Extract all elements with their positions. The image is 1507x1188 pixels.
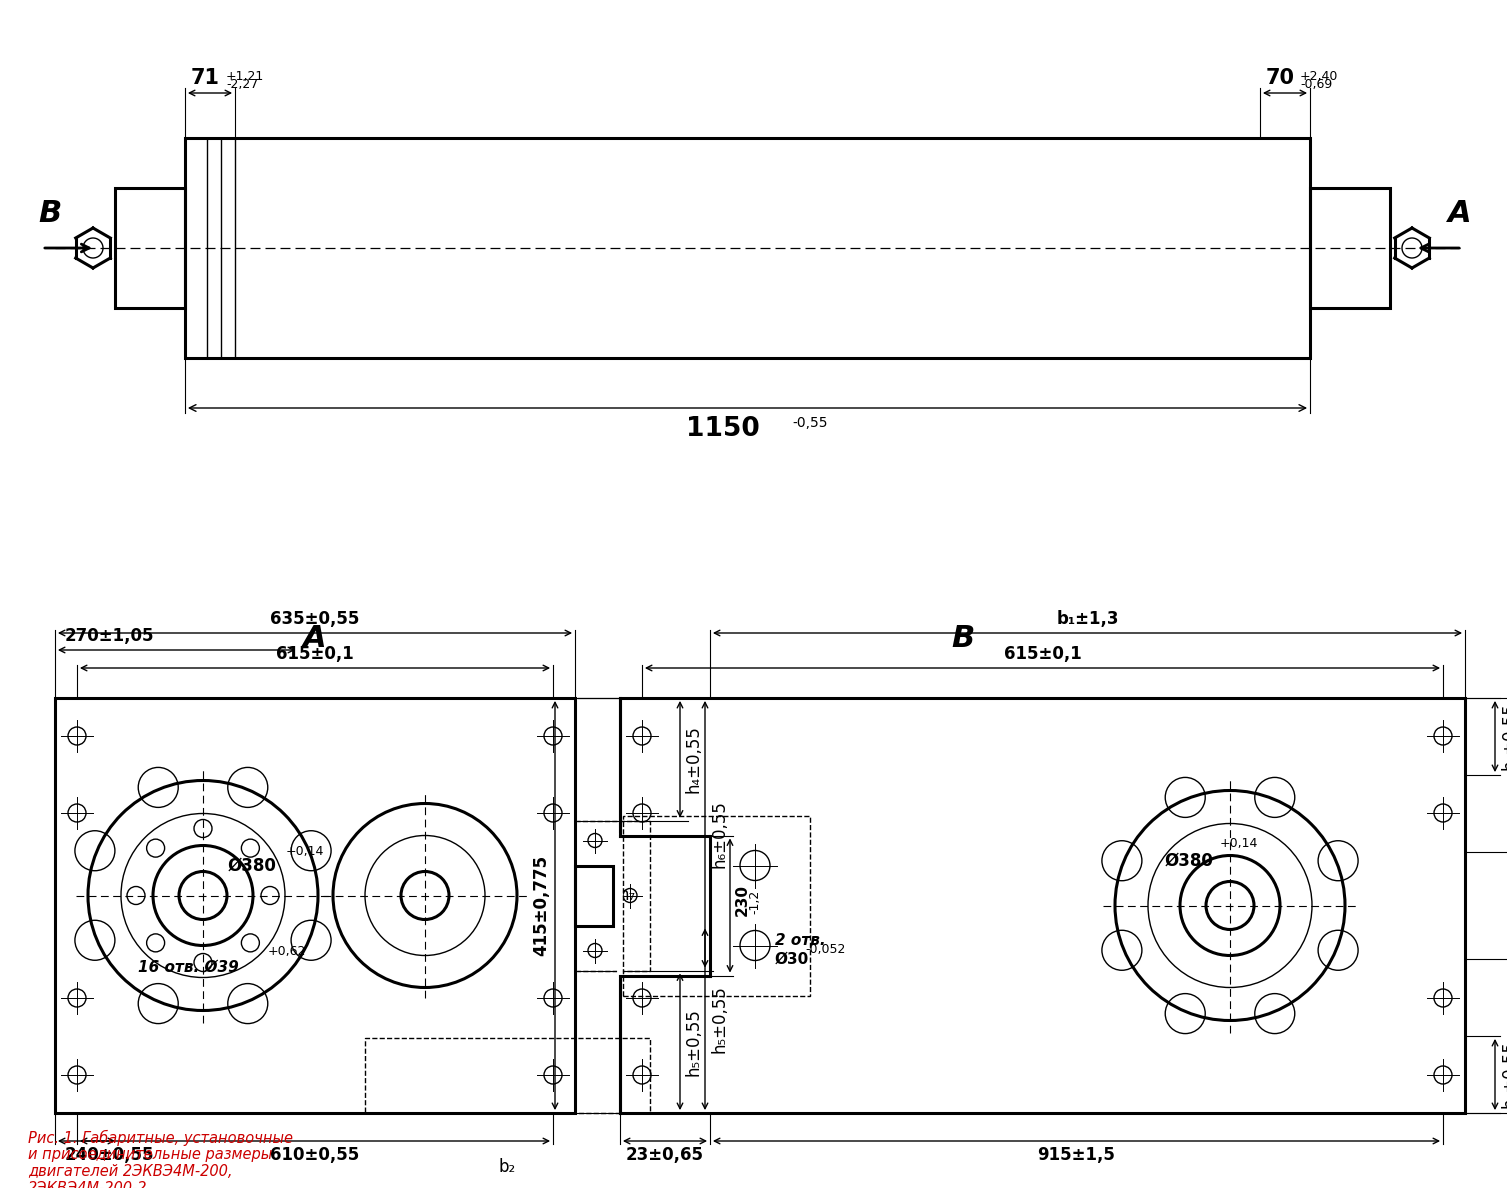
- Text: 610±0,55: 610±0,55: [270, 1146, 360, 1164]
- Text: h₅±0,55: h₅±0,55: [710, 985, 728, 1054]
- Text: и присоединительные размеры: и присоединительные размеры: [29, 1146, 273, 1162]
- Text: h₅±0,55: h₅±0,55: [686, 1007, 702, 1075]
- Text: 615±0,1: 615±0,1: [1004, 645, 1082, 663]
- Text: двигателей 2ЭКВЭ4М-200,: двигателей 2ЭКВЭ4М-200,: [29, 1164, 232, 1178]
- Text: +2,40: +2,40: [1301, 70, 1338, 83]
- Text: Ø380: Ø380: [228, 857, 277, 874]
- Text: -0,69: -0,69: [1301, 78, 1332, 91]
- Text: 1150: 1150: [686, 416, 760, 442]
- Text: 230: 230: [735, 885, 750, 916]
- Text: A: A: [303, 624, 327, 653]
- Text: 70: 70: [1266, 68, 1295, 88]
- Text: h₂±0,55: h₂±0,55: [1499, 1041, 1507, 1108]
- Text: -0,55: -0,55: [793, 416, 827, 430]
- Text: 270±1,05: 270±1,05: [65, 627, 154, 645]
- Text: h₇: h₇: [618, 886, 636, 904]
- Text: 415±0,775: 415±0,775: [532, 855, 550, 956]
- Text: +0,14: +0,14: [286, 845, 324, 858]
- Text: +0,14: +0,14: [1221, 838, 1258, 851]
- Text: 915±1,5: 915±1,5: [1037, 1146, 1115, 1164]
- Text: 615±0,1: 615±0,1: [276, 645, 354, 663]
- Text: 16 отв. Ø39: 16 отв. Ø39: [137, 960, 238, 975]
- Text: 635±0,55: 635±0,55: [270, 609, 360, 628]
- Text: +1,21: +1,21: [226, 70, 264, 83]
- Text: 71: 71: [190, 68, 220, 88]
- Text: -0,052: -0,052: [805, 942, 845, 955]
- Text: Рис. 1. Габаритные, установочные: Рис. 1. Габаритные, установочные: [29, 1130, 292, 1146]
- Text: Ø380: Ø380: [1165, 852, 1213, 870]
- Text: 240±0,55: 240±0,55: [65, 1146, 154, 1164]
- Text: -1,2: -1,2: [747, 890, 761, 914]
- Text: B: B: [38, 200, 62, 228]
- Text: 2ЭКВЭ4М-200-2: 2ЭКВЭ4М-200-2: [29, 1181, 148, 1188]
- Text: A: A: [1448, 200, 1472, 228]
- Text: +0,62: +0,62: [268, 944, 306, 958]
- Text: 23±0,65: 23±0,65: [625, 1146, 704, 1164]
- Text: b₂: b₂: [499, 1158, 515, 1176]
- Text: 2 отв.: 2 отв.: [775, 933, 826, 948]
- Text: -2,27: -2,27: [226, 78, 258, 91]
- Text: b₁±1,3: b₁±1,3: [1056, 609, 1118, 628]
- Text: B: B: [951, 624, 974, 653]
- Text: Ø30: Ø30: [775, 952, 809, 967]
- Text: h₁±0,55: h₁±0,55: [1499, 702, 1507, 771]
- Text: h₄±0,55: h₄±0,55: [686, 726, 702, 794]
- Text: h₆±0,55: h₆±0,55: [710, 801, 728, 868]
